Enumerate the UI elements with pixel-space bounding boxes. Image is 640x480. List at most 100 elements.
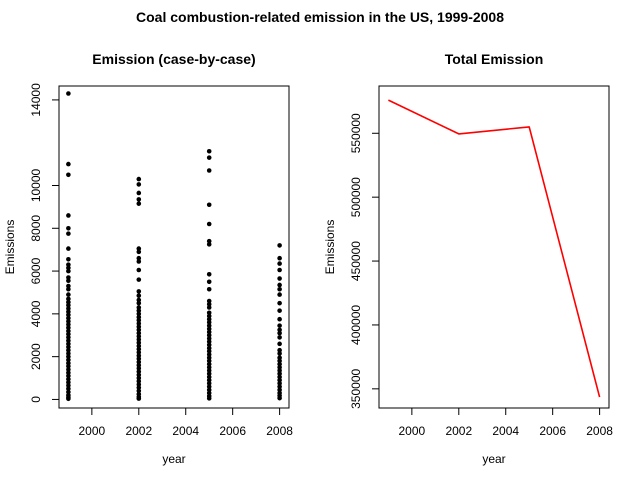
scatter-x-tick-label: 2004 [172,424,199,438]
scatter-point [66,265,71,271]
line-panel: Total Emission 350000 400000 450000 500000 5… [323,51,613,466]
scatter-y-tick-label: 4000 [29,300,43,327]
scatter-point [66,309,71,315]
scatter-point [136,356,142,362]
scatter-point [66,299,71,305]
scatter-point [206,279,212,285]
scatter-point [206,316,212,322]
scatter-point [66,370,71,375]
scatter-point [277,292,282,297]
scatter-point [277,267,282,273]
scatter-point [136,190,142,196]
scatter-point [136,293,142,298]
scatter-title: Emission (case-by-case) [92,51,255,67]
scatter-point [136,311,142,317]
line-x-tick-label: 2002 [445,424,472,438]
scatter-point [136,176,142,182]
scatter-point [66,376,71,382]
scatter-point [66,386,71,392]
scatter-point [66,380,71,385]
scatter-plot-frame [58,85,290,409]
scatter-point [136,366,142,371]
scatter-point [206,221,212,227]
scatter-point [206,352,212,357]
scatter-point [66,306,71,311]
scatter-point [277,355,282,361]
scatter-point [66,357,71,363]
scatter-point [277,327,282,333]
series-line [388,99,601,398]
scatter-point [277,308,282,313]
scatter-point [277,395,282,401]
scatter-point [136,317,142,323]
scatter-point [66,278,71,283]
scatter-point [66,292,71,297]
scatter-point [277,384,282,389]
scatter-point [206,368,212,373]
scatter-point [66,319,71,324]
scatter-point [66,360,71,366]
scatter-point [206,371,212,377]
scatter-point [206,384,212,389]
line-y-ticks: 350000 400000 450000 500000 550000 [349,113,380,409]
scatter-point [277,300,282,306]
scatter-point [277,286,282,292]
scatter-point [277,261,282,266]
line-plot-frame [378,85,610,409]
scatter-point [136,305,142,310]
scatter-point [136,300,142,306]
scatter-point [277,371,282,377]
scatter-point [206,326,212,332]
scatter-point [136,353,142,358]
scatter-points [66,91,282,402]
scatter-point [206,396,212,401]
scatter-point [136,308,142,313]
scatter-y-tick-label: 14000 [29,83,43,117]
line-x-ticks: 2000 2002 2004 2006 2008 [399,407,613,438]
scatter-point [136,255,142,261]
scatter-point [136,350,142,355]
scatter-point [206,242,212,247]
scatter-point [66,351,71,356]
scatter-point [206,202,212,208]
scatter-point [66,275,71,280]
scatter-x-tick-label: 2000 [79,424,106,438]
scatter-point [277,341,282,347]
scatter-point [136,334,142,339]
line-y-axis-label: Emissions [323,220,337,275]
scatter-y-tick-label: 2000 [29,343,43,370]
scatter-point [277,316,282,322]
scatter-point [66,257,71,262]
scatter-point [66,347,71,353]
scatter-point [136,197,142,202]
scatter-point [66,246,71,251]
scatter-point [66,383,71,388]
figure-title: Coal combustion-related emission in the … [136,9,504,25]
scatter-point [66,225,71,231]
line-x-tick-label: 2000 [399,424,426,438]
scatter-point [136,340,142,346]
scatter-point [66,268,71,274]
scatter-point [66,172,71,178]
scatter-point [206,339,212,344]
scatter-point [206,332,212,338]
scatter-point [277,255,282,261]
line-x-axis-label: year [482,452,505,466]
scatter-point [66,338,71,343]
scatter-point [206,342,212,348]
scatter-point [277,358,282,364]
scatter-point [277,381,282,386]
scatter-y-tick-label: 0 [29,396,43,403]
scatter-point [66,396,71,402]
scatter-point [66,328,71,334]
scatter-point [206,361,212,367]
scatter-point [66,296,71,302]
scatter-point [277,282,282,288]
line-y-tick-label: 500000 [349,177,363,217]
scatter-x-axis-label: year [162,452,185,466]
scatter-point [277,387,282,393]
scatter-point [66,354,71,359]
line-x-tick-label: 2006 [539,424,566,438]
scatter-point [136,330,142,336]
